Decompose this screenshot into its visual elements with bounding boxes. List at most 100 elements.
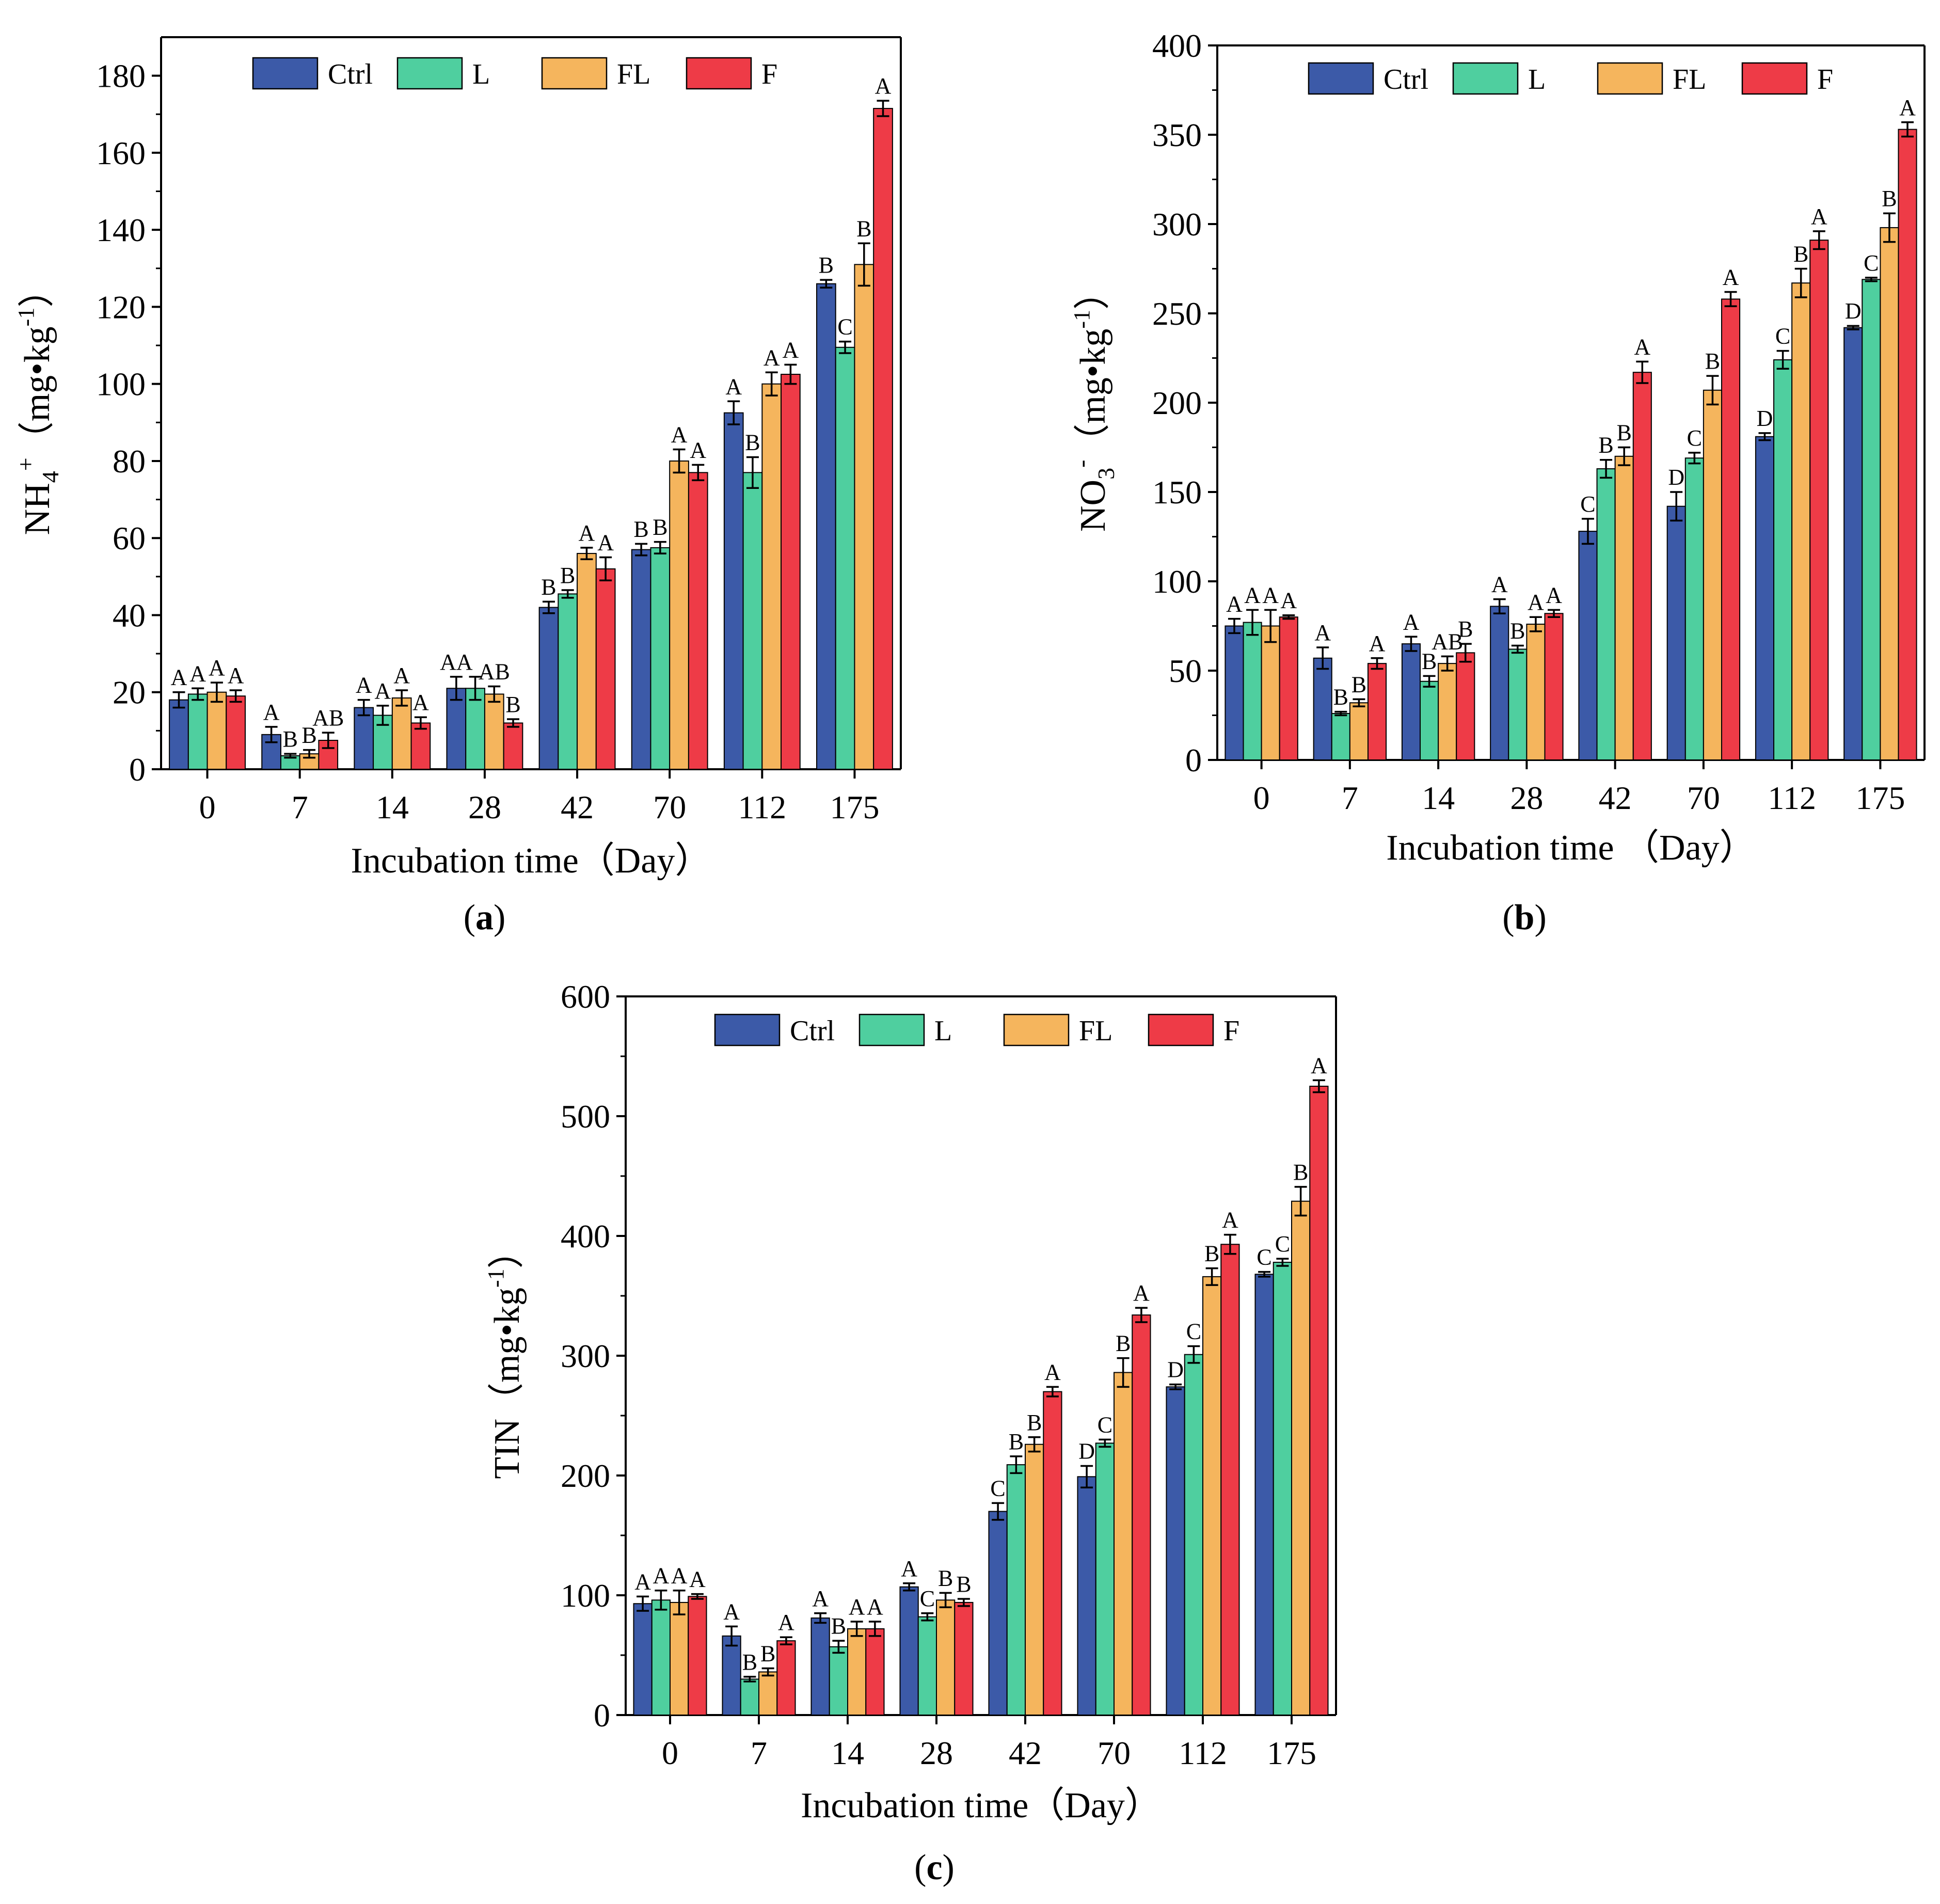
- x-tick-label: 14: [376, 789, 409, 826]
- significance-letter: AB: [312, 705, 344, 731]
- significance-letter: A: [1491, 572, 1508, 597]
- significance-letter: A: [849, 1594, 865, 1620]
- legend-swatch-l: [858, 1013, 925, 1046]
- legend-label-fl: FL: [617, 58, 650, 90]
- bar-l-42: [1006, 1464, 1026, 1716]
- significance-letter: A: [778, 1610, 794, 1635]
- panel-label-b: (b): [1502, 898, 1547, 938]
- y-axis-title-part: 3: [1093, 468, 1119, 480]
- bar-f-0: [688, 1596, 707, 1716]
- y-tick-label: 250: [1152, 295, 1202, 332]
- y-tick-label: 400: [561, 1218, 610, 1255]
- bar-l-70: [1684, 457, 1704, 760]
- panel-label-part: a: [475, 898, 494, 938]
- bar-f-7: [776, 1640, 796, 1716]
- x-axis-title: Incubation time （Day）: [1386, 828, 1755, 868]
- significance-letter: A: [1899, 95, 1916, 120]
- bar-f-42: [595, 568, 616, 770]
- y-tick-label: 160: [96, 135, 146, 171]
- bar-fl-28: [1526, 624, 1546, 761]
- significance-letter: A: [1044, 1359, 1061, 1385]
- significance-letter: B: [1009, 1429, 1024, 1454]
- bar-fl-14: [847, 1628, 867, 1716]
- significance-letter: A: [579, 520, 595, 546]
- significance-letter: B: [1204, 1241, 1219, 1266]
- y-tick-label: 0: [1185, 742, 1202, 779]
- x-tick-label: 7: [1342, 780, 1358, 816]
- significance-letter: A: [263, 700, 280, 725]
- bar-ctrl-0: [1225, 625, 1244, 760]
- legend-label-f: F: [1223, 1015, 1239, 1047]
- y-tick-label: 20: [113, 674, 146, 711]
- bar-l-14: [829, 1646, 848, 1716]
- x-tick-label: 112: [1179, 1735, 1227, 1771]
- significance-letter: B: [1116, 1331, 1131, 1356]
- significance-letter: A: [725, 374, 742, 399]
- bar-fl-14: [391, 697, 412, 770]
- significance-letter: A: [1311, 1053, 1327, 1078]
- significance-letter: B: [505, 692, 520, 717]
- y-axis-title-part: NO: [1073, 480, 1113, 532]
- significance-letter: D: [1757, 406, 1773, 431]
- significance-letter: B: [560, 563, 575, 588]
- significance-letter: A: [653, 1563, 669, 1589]
- x-axis-title: Incubation time（Day）: [351, 841, 711, 881]
- bar-l-42: [1596, 468, 1616, 760]
- y-tick-label: 500: [561, 1098, 610, 1135]
- panel-label-part: ): [1534, 898, 1546, 938]
- panel-label-part: (: [464, 898, 475, 938]
- significance-letter: AA: [440, 649, 473, 675]
- legend-label-l: L: [934, 1015, 952, 1047]
- bar-f-14: [1456, 652, 1475, 761]
- significance-letter: AB: [479, 659, 510, 685]
- y-axis-title-part: ）: [1073, 274, 1113, 310]
- significance-letter: B: [938, 1565, 953, 1591]
- x-tick-label: 175: [1267, 1735, 1316, 1771]
- bar-f-14: [410, 722, 431, 770]
- y-tick-label: 0: [129, 751, 146, 788]
- bar-l-7: [1331, 713, 1350, 761]
- legend-label-fl: FL: [1079, 1015, 1112, 1047]
- x-tick-label: 175: [1855, 780, 1905, 816]
- significance-letter: A: [1811, 204, 1827, 229]
- x-tick-label: 28: [468, 789, 501, 826]
- bar-f-70: [688, 472, 708, 770]
- bar-ctrl-70: [1666, 505, 1686, 760]
- significance-letter: A: [634, 1569, 651, 1594]
- bar-fl-42: [1614, 455, 1634, 760]
- y-tick-label: 200: [561, 1457, 610, 1494]
- y-axis-title-part: NH: [18, 483, 57, 535]
- x-tick-label: 175: [830, 789, 879, 826]
- significance-letter: C: [1098, 1412, 1112, 1437]
- bar-ctrl-42: [538, 607, 559, 770]
- y-axis-title-part: -: [1068, 460, 1094, 468]
- y-axis-title: TIN（mg•kg-1）: [483, 1232, 527, 1479]
- significance-letter: A: [812, 1586, 829, 1611]
- bar-fl-70: [1703, 389, 1722, 760]
- bar-l-7: [740, 1678, 759, 1716]
- y-tick-label: 180: [96, 58, 146, 94]
- significance-letter: B: [1333, 685, 1348, 710]
- significance-letter: B: [1351, 672, 1366, 697]
- bar-ctrl-175: [1843, 327, 1863, 760]
- panel-label-part: c: [926, 1848, 942, 1887]
- significance-letter: B: [301, 723, 316, 748]
- significance-letter: A: [1723, 264, 1739, 290]
- significance-letter: C: [920, 1586, 935, 1611]
- bar-ctrl-28: [446, 688, 467, 770]
- significance-letter: B: [1422, 648, 1437, 674]
- significance-letter: A: [690, 437, 706, 463]
- significance-letter: A: [1369, 631, 1386, 656]
- bar-ctrl-112: [723, 412, 744, 770]
- bar-f-28: [503, 722, 523, 770]
- bar-fl-112: [761, 383, 782, 770]
- y-tick-label: 300: [561, 1338, 610, 1374]
- y-tick-label: 80: [113, 443, 146, 480]
- significance-letter: B: [1882, 186, 1897, 211]
- bar-ctrl-0: [633, 1603, 653, 1716]
- bar-l-70: [650, 547, 671, 770]
- bar-f-112: [1809, 240, 1829, 760]
- bar-l-175: [835, 346, 855, 770]
- legend-label-l: L: [472, 58, 490, 90]
- significance-letter: A: [1314, 620, 1331, 645]
